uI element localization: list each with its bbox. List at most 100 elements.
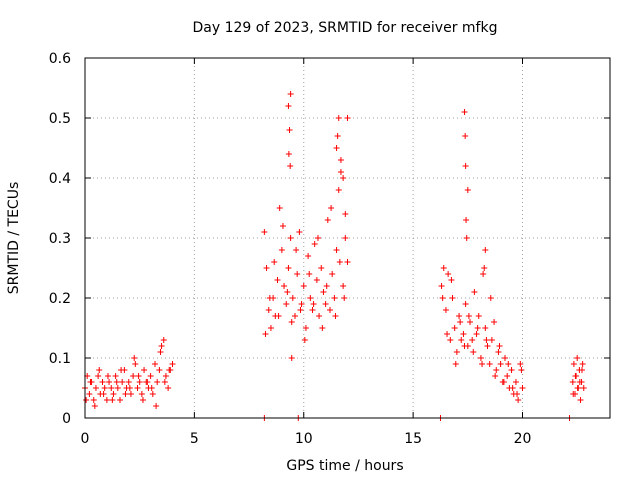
- data-point: [447, 337, 454, 343]
- data-point: [112, 373, 119, 379]
- data-point: [267, 325, 274, 331]
- data-point: [475, 313, 482, 319]
- data-point: [300, 283, 307, 289]
- data-point: [461, 343, 468, 349]
- data-point: [285, 151, 292, 157]
- data-point: [509, 385, 516, 391]
- data-point: [500, 379, 507, 385]
- data-point: [579, 361, 586, 367]
- data-point: [132, 361, 139, 367]
- data-point: [444, 331, 451, 337]
- data-point: [458, 337, 465, 343]
- data-point: [306, 271, 313, 277]
- data-point: [451, 325, 458, 331]
- data-point: [334, 133, 341, 139]
- data-point: [576, 379, 583, 385]
- data-point: [327, 307, 333, 313]
- y-tick-label: 0.2: [49, 291, 71, 307]
- data-point: [473, 331, 480, 337]
- data-point: [266, 295, 273, 301]
- data-point: [438, 283, 445, 289]
- data-point: [318, 265, 325, 271]
- data-point: [465, 313, 472, 319]
- data-point: [329, 271, 336, 277]
- data-point: [572, 373, 579, 379]
- data-point: [130, 373, 137, 379]
- data-point: [108, 385, 115, 391]
- data-point: [278, 247, 285, 253]
- data-point: [100, 391, 107, 397]
- data-point: [283, 301, 290, 307]
- data-point: [460, 331, 467, 337]
- data-point: [126, 385, 133, 391]
- data-point: [262, 331, 269, 337]
- data-point: [113, 379, 120, 385]
- data-point: [90, 397, 97, 403]
- data-point: [482, 247, 489, 253]
- data-point: [502, 355, 508, 361]
- data-point: [286, 127, 293, 133]
- data-point: [445, 271, 452, 277]
- data-point: [147, 373, 154, 379]
- data-point: [336, 259, 343, 265]
- data-point: [298, 301, 305, 307]
- data-point: [453, 349, 460, 355]
- data-point: [288, 319, 295, 325]
- data-point: [103, 397, 110, 403]
- data-point: [481, 265, 488, 271]
- data-point: [83, 397, 90, 403]
- data-point: [158, 343, 165, 349]
- data-point: [127, 391, 134, 397]
- data-point: [487, 295, 494, 301]
- data-point: [131, 355, 138, 361]
- x-tick-label: 5: [190, 431, 199, 447]
- data-point: [569, 379, 576, 385]
- x-tick-label: 20: [514, 431, 532, 447]
- data-point: [469, 337, 476, 343]
- data-point: [484, 343, 491, 349]
- data-point: [342, 211, 349, 217]
- data-point: [292, 313, 298, 319]
- data-point: [316, 313, 323, 319]
- data-point: [91, 403, 98, 409]
- data-point: [285, 265, 292, 271]
- x-tick-label: 10: [295, 431, 313, 447]
- data-point: [148, 385, 155, 391]
- data-point: [344, 259, 351, 265]
- data-point: [518, 367, 525, 373]
- data-point: [480, 271, 487, 277]
- data-point: [574, 385, 581, 391]
- data-point: [328, 205, 335, 211]
- grid: [85, 58, 610, 418]
- data-point: [307, 295, 314, 301]
- data-point: [574, 355, 581, 361]
- data-point: [109, 397, 116, 403]
- data-point: [87, 379, 94, 385]
- data-point: [341, 295, 348, 301]
- data-point: [486, 361, 493, 367]
- data-point: [337, 169, 344, 175]
- data-point: [301, 337, 308, 343]
- y-tick-label: 0.4: [49, 171, 71, 187]
- data-point: [114, 385, 121, 391]
- data-point: [287, 235, 294, 241]
- data-point: [456, 313, 463, 319]
- data-point: [104, 373, 111, 379]
- data-point: [275, 313, 282, 319]
- data-point: [152, 361, 158, 367]
- data-point: [297, 307, 304, 313]
- data-point: [462, 163, 469, 169]
- data-point: [117, 397, 123, 403]
- data-point: [136, 379, 143, 385]
- data-point: [294, 271, 301, 277]
- data-point: [570, 361, 577, 367]
- data-point: [313, 277, 320, 283]
- y-tick-label: 0.3: [49, 231, 71, 247]
- data-point: [483, 337, 490, 343]
- data-point: [324, 217, 331, 223]
- data-point: [474, 325, 481, 331]
- data-point: [323, 283, 330, 289]
- data-point: [265, 307, 272, 313]
- data-point: [314, 235, 321, 241]
